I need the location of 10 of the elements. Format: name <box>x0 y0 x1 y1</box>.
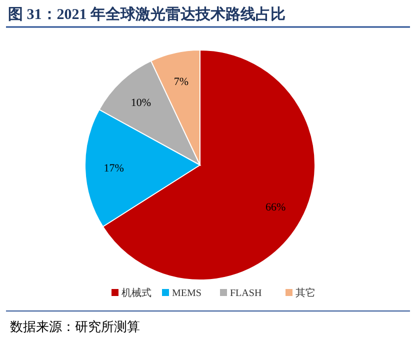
data-label: 17% <box>104 162 124 175</box>
data-label: 7% <box>174 76 189 88</box>
legend-label: 机械式 <box>122 287 152 299</box>
data-label: 10% <box>130 97 152 110</box>
data-label: 66% <box>265 202 286 214</box>
legend-label: 其它 <box>296 287 316 299</box>
source-note: 数据来源：研究所测算 <box>10 319 140 334</box>
chart-title: 图 31：2021 年全球激光雷达技术路线占比 <box>8 6 286 23</box>
legend-label: MEMS <box>172 288 202 299</box>
legend-label: FLASH <box>230 288 262 299</box>
